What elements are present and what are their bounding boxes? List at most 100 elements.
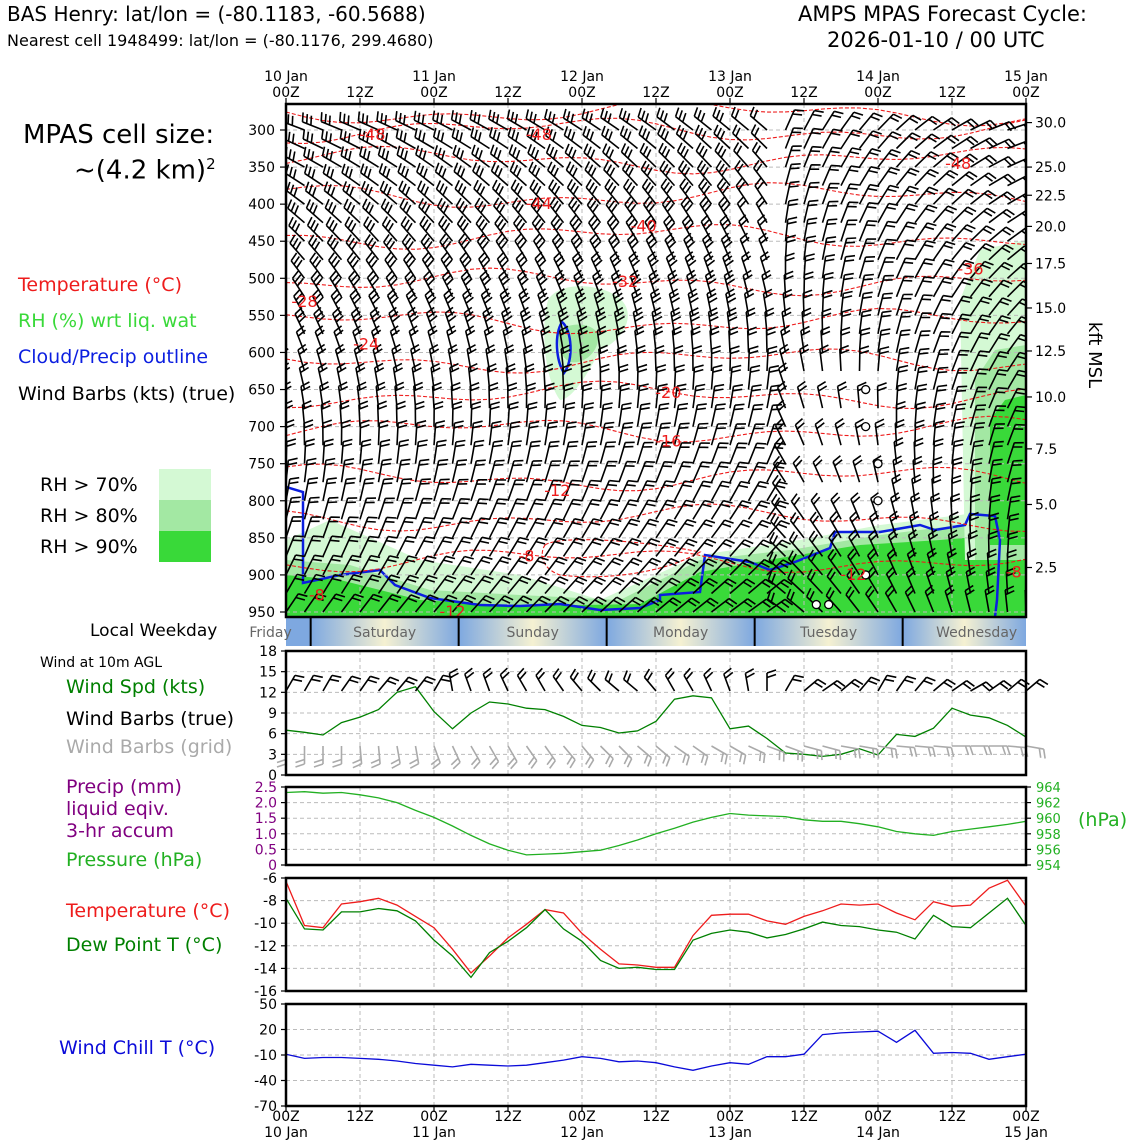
wind-barb-upper — [676, 142, 694, 168]
wind-barb-upper — [451, 536, 473, 557]
wind-barb-upper — [313, 306, 326, 335]
wind-barb-upper — [376, 128, 398, 150]
wind-barb-upper — [433, 420, 446, 446]
wind-barb-grid — [618, 745, 633, 768]
wind-barb-true — [396, 676, 418, 692]
wind-barb-upper — [1006, 405, 1026, 427]
wind-barb-upper — [462, 288, 474, 316]
wind-barb-upper — [932, 276, 954, 298]
wind-barb-upper — [932, 205, 958, 224]
wind-barb-upper — [488, 556, 512, 576]
kft-tick-label: 20.0 — [1035, 219, 1066, 235]
wind-barb-upper — [858, 183, 880, 205]
wind-barb-upper — [664, 232, 677, 261]
wind-barb-upper — [433, 478, 450, 502]
wind-barb-upper — [951, 403, 967, 427]
wind-barb-upper — [328, 252, 343, 279]
pressure-tick-label: 550 — [248, 308, 275, 324]
wind-barb-upper — [710, 403, 726, 427]
wind-barb-true — [448, 668, 459, 692]
wind-barb-upper — [286, 295, 287, 297]
wind-barb-upper — [636, 518, 659, 539]
wind-barb-upper — [1007, 157, 1026, 168]
wind-barb-upper — [544, 537, 567, 557]
wind-barb-upper — [821, 182, 840, 205]
wind-barb-upper — [562, 556, 587, 576]
wind-barb-upper — [499, 288, 512, 316]
wind-barb-upper — [474, 197, 491, 224]
wind-barb-upper — [1006, 423, 1025, 446]
wind-barb-upper — [555, 288, 568, 316]
wind-barb-upper — [747, 364, 761, 390]
wind-barb-upper — [525, 460, 543, 483]
wind-barb-upper — [451, 575, 476, 594]
wind-barb-upper — [507, 401, 519, 427]
weekday-day-band — [902, 618, 1026, 646]
wind-barb-upper — [470, 439, 485, 464]
wind-barb-upper — [460, 269, 473, 298]
wind-barb-upper — [712, 106, 731, 131]
wind-barb-upper — [988, 155, 1016, 168]
wind-barb-grid — [332, 746, 343, 768]
wind-barb-upper — [932, 331, 951, 353]
wind-barb-upper — [470, 575, 494, 594]
wind-barb-upper — [610, 269, 623, 298]
wind-barb-grid — [295, 746, 306, 768]
wind-chill-tick-label: 20 — [259, 1023, 277, 1039]
wind-barb-upper — [322, 554, 343, 576]
wind-barb-upper — [601, 125, 620, 150]
temperature-line — [285, 879, 1027, 974]
wind-barb-upper — [1025, 549, 1026, 557]
pressure-tick-label: 500 — [248, 271, 275, 287]
legend-wind-speed: Wind Spd (kts) — [66, 676, 206, 698]
wind-barb-upper — [771, 474, 787, 502]
weekday-name: Friday — [249, 625, 291, 641]
wind-barb-upper — [612, 288, 624, 316]
temp-contour-label: -32 — [612, 272, 638, 291]
wind-barb-upper — [710, 578, 737, 595]
wind-barb-upper — [544, 440, 560, 464]
wind-barb-upper — [303, 516, 322, 539]
kft-tick-label: 25.0 — [1035, 160, 1066, 176]
wind-barb-upper — [877, 148, 901, 168]
wind-speed-line — [285, 686, 1027, 758]
wind-barb-grid — [970, 745, 993, 756]
wind-barb-upper — [877, 184, 900, 205]
wind-barb-upper — [988, 405, 1007, 427]
wind-barb-upper — [502, 325, 513, 353]
wind-barb-grid — [430, 745, 441, 770]
wind-barb-upper — [710, 461, 731, 483]
wind-barb-upper — [369, 306, 382, 335]
wind-barb-grid — [409, 745, 420, 769]
wind-barb-upper — [803, 235, 817, 260]
wind-barb-upper — [350, 306, 363, 335]
wind-barb-upper — [969, 457, 983, 483]
wind-barb-upper — [599, 518, 622, 539]
wind-barb-upper — [895, 293, 913, 316]
legend-wind-barbs: Wind Barbs (kts) (true) — [18, 383, 236, 405]
wind-barb-upper — [366, 270, 380, 298]
wind-barb-upper — [988, 173, 1016, 187]
wind-barb-upper — [932, 384, 948, 409]
wind-barb-upper — [352, 325, 363, 353]
wind-barb-upper — [694, 124, 713, 150]
wind-barb-upper — [581, 596, 607, 613]
wind-barb-upper — [951, 331, 971, 353]
calm-wind-circle — [861, 570, 871, 580]
temp-contour — [286, 224, 1026, 250]
wind-barb-upper — [475, 215, 491, 242]
wind-barb-upper — [287, 199, 306, 224]
temp-contour-label: -48 — [945, 154, 971, 173]
wind-barb-true — [643, 668, 657, 692]
wind-barb-upper — [359, 535, 379, 557]
wind-barb-upper — [1006, 495, 1021, 520]
wind-barb-upper — [858, 148, 882, 168]
wind-barb-upper — [758, 232, 769, 261]
wind-barb-upper — [413, 110, 435, 131]
wind-barb-upper — [359, 574, 382, 594]
wind-barb-upper — [600, 108, 620, 131]
wind-barb-upper — [530, 197, 546, 224]
wind-barb-upper — [464, 325, 476, 353]
precip-tick-label: 0 — [268, 858, 277, 874]
wind-barb-upper — [932, 366, 949, 390]
